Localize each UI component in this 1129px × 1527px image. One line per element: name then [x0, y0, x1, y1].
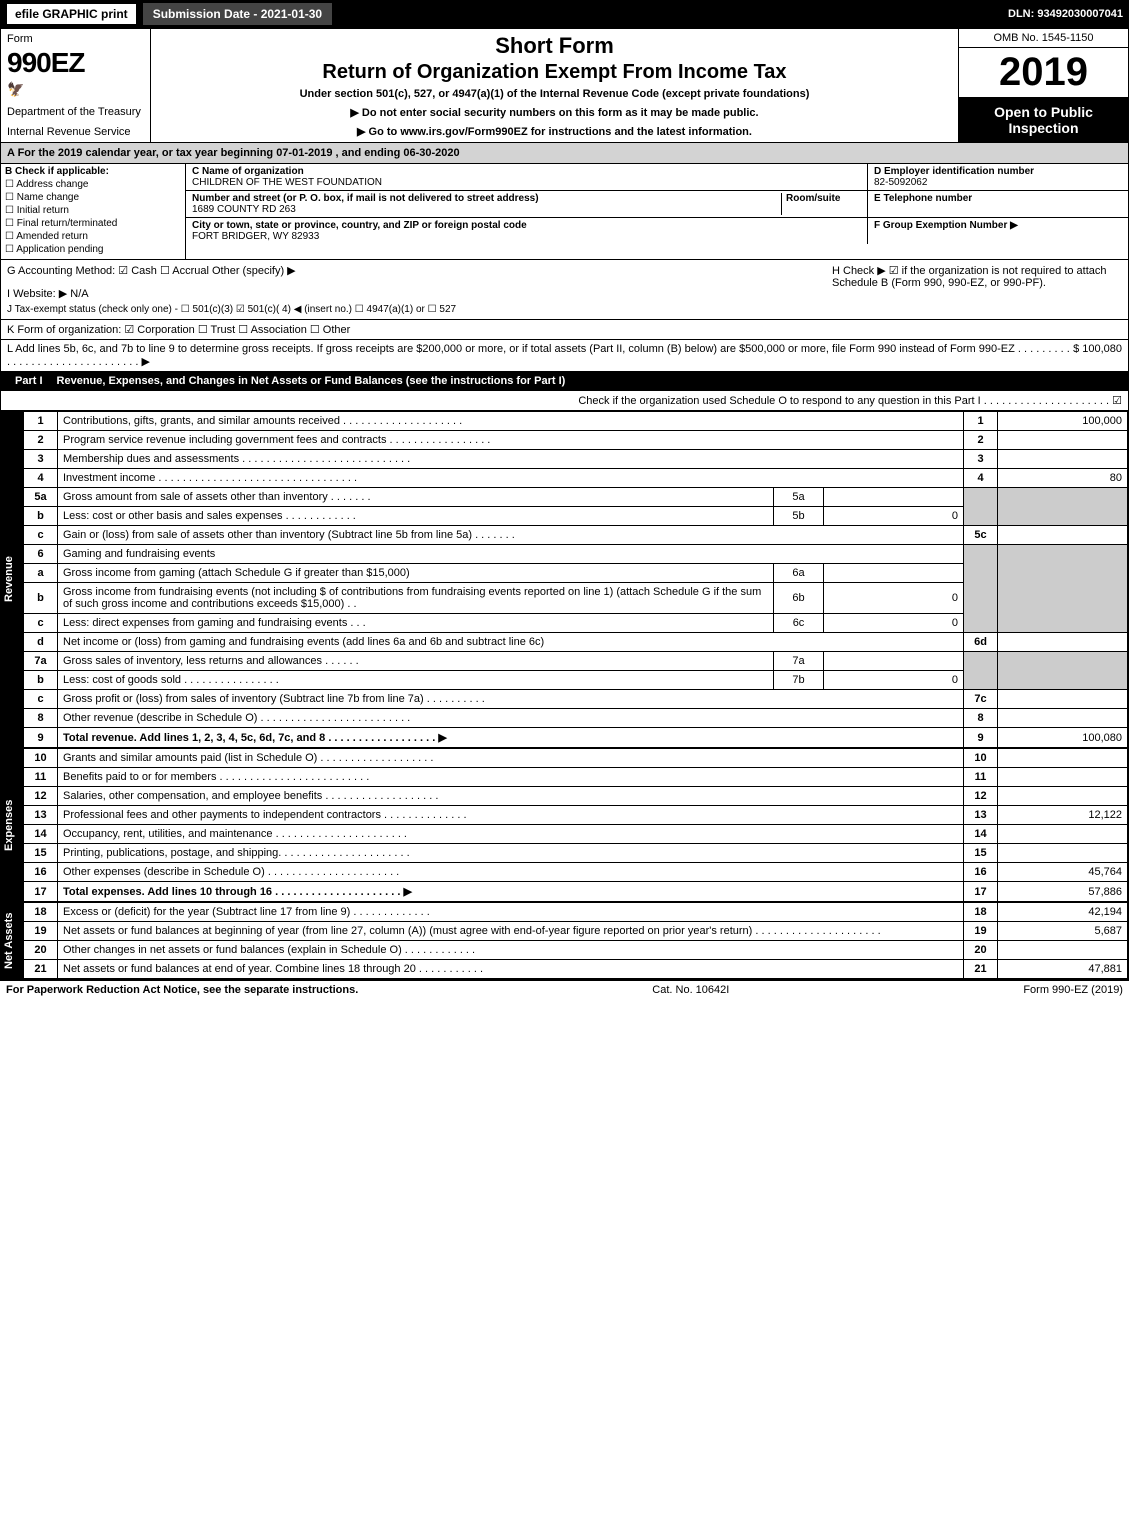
table-row: 12Salaries, other compensation, and empl… — [24, 787, 1128, 806]
period-row-a: A For the 2019 calendar year, or tax yea… — [0, 143, 1129, 164]
efile-print-button[interactable]: efile GRAPHIC print — [6, 3, 137, 25]
revenue-table: 1Contributions, gifts, grants, and simil… — [23, 411, 1128, 748]
footer-catno: Cat. No. 10642I — [652, 984, 729, 996]
table-row: cGross profit or (loss) from sales of in… — [24, 690, 1128, 709]
header-left: Form 990EZ 🦅 Department of the Treasury … — [1, 29, 151, 142]
expenses-section: Expenses 10Grants and similar amounts pa… — [0, 748, 1129, 902]
title-short-form: Short Form — [155, 33, 954, 59]
table-row: 2Program service revenue including gover… — [24, 431, 1128, 450]
table-row: cGain or (loss) from sale of assets othe… — [24, 526, 1128, 545]
goto-link[interactable]: ▶ Go to www.irs.gov/Form990EZ for instru… — [155, 125, 954, 138]
check-amended-return[interactable]: Amended return — [5, 231, 181, 242]
table-row: 1Contributions, gifts, grants, and simil… — [24, 412, 1128, 431]
table-row: bLess: cost of goods sold . . . . . . . … — [24, 671, 1128, 690]
title-return: Return of Organization Exempt From Incom… — [155, 61, 954, 84]
revenue-section: Revenue 1Contributions, gifts, grants, a… — [0, 411, 1129, 748]
form-number: 990EZ — [7, 47, 144, 79]
table-row: dNet income or (loss) from gaming and fu… — [24, 633, 1128, 652]
part-i-tag: Part I — [7, 375, 51, 387]
c-room-label: Room/suite — [786, 193, 861, 204]
header-right: OMB No. 1545-1150 2019 Open to Public In… — [958, 29, 1128, 142]
d-ein-value: 82-5092062 — [874, 177, 1122, 188]
subtitle-section: Under section 501(c), 527, or 4947(a)(1)… — [155, 88, 954, 100]
revenue-side-label: Revenue — [1, 411, 23, 748]
dept-irs: Internal Revenue Service — [7, 126, 144, 138]
form-header: Form 990EZ 🦅 Department of the Treasury … — [0, 28, 1129, 143]
c-city-value: FORT BRIDGER, WY 82933 — [192, 231, 861, 242]
dept-treasury: Department of the Treasury — [7, 106, 144, 118]
l-text: L Add lines 5b, 6c, and 7b to line 9 to … — [7, 343, 1073, 368]
page-footer: For Paperwork Reduction Act Notice, see … — [0, 980, 1129, 999]
irs-eagle-icon: 🦅 — [7, 81, 144, 98]
expenses-table: 10Grants and similar amounts paid (list … — [23, 748, 1128, 902]
footer-formref: Form 990-EZ (2019) — [1023, 984, 1123, 996]
table-row: 19Net assets or fund balances at beginni… — [24, 922, 1128, 941]
section-g-h: G Accounting Method: ☑ Cash ☐ Accrual Ot… — [0, 260, 1129, 320]
table-row: 10Grants and similar amounts paid (list … — [24, 749, 1128, 768]
table-row: 14Occupancy, rent, utilities, and mainte… — [24, 825, 1128, 844]
table-row: 11Benefits paid to or for members . . . … — [24, 768, 1128, 787]
section-cde: C Name of organization CHILDREN OF THE W… — [186, 164, 1128, 259]
table-row: 9Total revenue. Add lines 1, 2, 3, 4, 5c… — [24, 728, 1128, 748]
c-addr-value: 1689 COUNTY RD 263 — [192, 204, 781, 215]
netassets-side-label: Net Assets — [1, 902, 23, 979]
table-row: bGross income from fundraising events (n… — [24, 583, 1128, 614]
table-row: 16Other expenses (describe in Schedule O… — [24, 863, 1128, 882]
table-row: bLess: cost or other basis and sales exp… — [24, 507, 1128, 526]
check-application-pending[interactable]: Application pending — [5, 244, 181, 255]
table-row: 20Other changes in net assets or fund ba… — [24, 941, 1128, 960]
tax-year: 2019 — [959, 48, 1128, 98]
table-row: 3Membership dues and assessments . . . .… — [24, 450, 1128, 469]
section-b: B Check if applicable: Address change Na… — [1, 164, 186, 259]
table-row: 5aGross amount from sale of assets other… — [24, 488, 1128, 507]
part-i-title: Revenue, Expenses, and Changes in Net As… — [57, 375, 566, 387]
g-accounting-method: G Accounting Method: ☑ Cash ☐ Accrual Ot… — [7, 264, 822, 277]
table-row: 7aGross sales of inventory, less returns… — [24, 652, 1128, 671]
netassets-table: 18Excess or (deficit) for the year (Subt… — [23, 902, 1128, 979]
footer-paperwork: For Paperwork Reduction Act Notice, see … — [6, 984, 358, 996]
table-row: 6Gaming and fundraising events — [24, 545, 1128, 564]
section-b-title: B Check if applicable: — [5, 166, 181, 177]
table-row: aGross income from gaming (attach Schedu… — [24, 564, 1128, 583]
j-tax-exempt: J Tax-exempt status (check only one) - ☐… — [7, 304, 822, 315]
ssn-warning: ▶ Do not enter social security numbers o… — [155, 106, 954, 119]
expenses-side-label: Expenses — [1, 748, 23, 902]
section-b-c-d-e-f: B Check if applicable: Address change Na… — [0, 164, 1129, 260]
dln-label: DLN: 93492030007041 — [1008, 8, 1123, 20]
table-row: 18Excess or (deficit) for the year (Subt… — [24, 903, 1128, 922]
table-row: cLess: direct expenses from gaming and f… — [24, 614, 1128, 633]
form-label: Form — [7, 33, 144, 45]
h-schedule-b: H Check ▶ ☑ if the organization is not r… — [822, 264, 1122, 315]
table-row: 15Printing, publications, postage, and s… — [24, 844, 1128, 863]
table-row: 4Investment income . . . . . . . . . . .… — [24, 469, 1128, 488]
top-bar: efile GRAPHIC print Submission Date - 20… — [0, 0, 1129, 28]
d-ein-label: D Employer identification number — [874, 166, 1122, 177]
part-i-check: Check if the organization used Schedule … — [0, 391, 1129, 411]
netassets-section: Net Assets 18Excess or (deficit) for the… — [0, 902, 1129, 980]
omb-number: OMB No. 1545-1150 — [959, 29, 1128, 48]
i-website: I Website: ▶ N/A — [7, 287, 822, 300]
table-row: 17Total expenses. Add lines 10 through 1… — [24, 882, 1128, 902]
c-addr-label: Number and street (or P. O. box, if mail… — [192, 193, 781, 204]
k-form-org: K Form of organization: ☑ Corporation ☐ … — [0, 320, 1129, 340]
submission-date-label: Submission Date - 2021-01-30 — [143, 3, 332, 25]
table-row: 13Professional fees and other payments t… — [24, 806, 1128, 825]
part-i-header: Part I Revenue, Expenses, and Changes in… — [0, 372, 1129, 391]
check-address-change[interactable]: Address change — [5, 179, 181, 190]
c-org-name: CHILDREN OF THE WEST FOUNDATION — [192, 177, 861, 188]
c-city-label: City or town, state or province, country… — [192, 220, 861, 231]
check-name-change[interactable]: Name change — [5, 192, 181, 203]
open-to-public: Open to Public Inspection — [959, 98, 1128, 142]
check-initial-return[interactable]: Initial return — [5, 205, 181, 216]
l-amount: $ 100,080 — [1073, 343, 1122, 368]
f-group-label: F Group Exemption Number ▶ — [874, 220, 1122, 231]
header-mid: Short Form Return of Organization Exempt… — [151, 29, 958, 142]
check-final-return[interactable]: Final return/terminated — [5, 218, 181, 229]
table-row: 21Net assets or fund balances at end of … — [24, 960, 1128, 979]
e-phone-label: E Telephone number — [874, 193, 1122, 204]
c-name-label: C Name of organization — [192, 166, 861, 177]
table-row: 8Other revenue (describe in Schedule O) … — [24, 709, 1128, 728]
l-gross-receipts: L Add lines 5b, 6c, and 7b to line 9 to … — [0, 340, 1129, 372]
